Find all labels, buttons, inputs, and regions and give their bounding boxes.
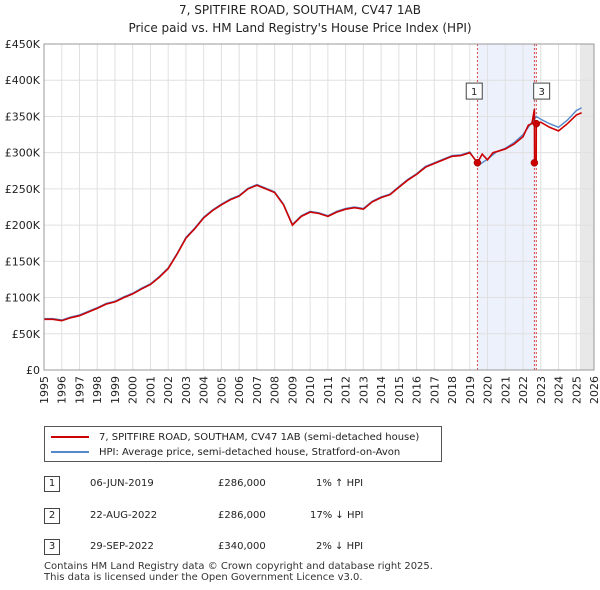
- y-tick-label: £100K: [5, 292, 41, 305]
- annotation-date: 22-AUG-2022: [90, 510, 158, 521]
- y-tick-label: £450K: [5, 38, 41, 51]
- y-tick-label: £200K: [5, 219, 41, 232]
- y-tick-label: £50K: [12, 328, 41, 341]
- legend-swatch-hpi: [51, 451, 89, 453]
- annotation-hpi: 1% ↑ HPI: [316, 478, 364, 489]
- annotation-number: 2: [44, 508, 60, 524]
- x-tick-label: 2020: [482, 376, 495, 404]
- y-tick-label: £350K: [5, 110, 41, 123]
- plot-frame: [43, 43, 595, 371]
- annotation-price: £286,000: [218, 478, 266, 489]
- marker-box: [533, 82, 551, 100]
- x-tick-label: 2004: [198, 376, 211, 404]
- legend-label-property: 7, SPITFIRE ROAD, SOUTHAM, CV47 1AB (sem…: [99, 431, 420, 443]
- x-tick-label: 2006: [233, 376, 246, 404]
- x-tick-label: 2008: [269, 376, 282, 404]
- footer-licence: This data is licensed under the Open Gov…: [44, 572, 363, 583]
- chart-title: 7, SPITFIRE ROAD, SOUTHAM, CV47 1AB: [179, 3, 421, 17]
- legend-item-hpi: HPI: Average price, semi-detached house,…: [51, 445, 400, 459]
- y-tick-label: £400K: [5, 74, 41, 87]
- x-tick-label: 2012: [340, 376, 353, 404]
- marker-box-label: 1: [471, 87, 477, 98]
- x-tick-label: 2007: [251, 376, 264, 404]
- x-tick-label: 2002: [162, 376, 175, 404]
- x-tick-label: 2022: [517, 376, 530, 404]
- x-tick-label: 1996: [56, 376, 69, 404]
- x-tick-label: 1995: [38, 376, 51, 404]
- price-chart: 7, SPITFIRE ROAD, SOUTHAM, CV47 1AB Pric…: [5, 3, 600, 404]
- x-tick-label: 2017: [428, 376, 441, 404]
- chart-subtitle: Price paid vs. HM Land Registry's House …: [128, 21, 471, 35]
- x-tick-label: 2018: [446, 376, 459, 404]
- annotation-date: 06-JUN-2019: [90, 478, 154, 489]
- legend: 7, SPITFIRE ROAD, SOUTHAM, CV47 1AB (sem…: [44, 426, 442, 462]
- x-tick-label: 2000: [127, 376, 140, 404]
- x-tick-label: 2009: [286, 376, 299, 404]
- x-tick-label: 2001: [144, 376, 157, 404]
- x-tick-label: 2024: [553, 376, 566, 404]
- x-tick-label: 2019: [464, 376, 477, 404]
- x-tick-label: 2026: [588, 376, 600, 404]
- x-tick-label: 2025: [570, 376, 583, 404]
- annotation-number: 1: [44, 476, 60, 492]
- x-tick-label: 2015: [393, 376, 406, 404]
- plot-area: £0 £50K £100K £150K £200K £250K £300K £350K £400…: [5, 38, 600, 404]
- property-price-line: [44, 109, 582, 322]
- x-tick-label: 1998: [91, 376, 104, 404]
- annotation-hpi: 17% ↓ HPI: [310, 510, 364, 521]
- x-tick-label: 1999: [109, 376, 122, 404]
- x-tick-label: 2016: [411, 376, 424, 404]
- footer-copyright: Contains HM Land Registry data © Crown c…: [44, 561, 433, 572]
- annotation-price: £340,000: [218, 541, 266, 552]
- x-tick-label: 2003: [180, 376, 193, 404]
- x-tick-label: 2021: [499, 376, 512, 404]
- y-tick-label: £0: [26, 364, 40, 377]
- marker-box-label: 3: [538, 87, 544, 98]
- annotation-date: 29-SEP-2022: [90, 541, 154, 552]
- annotation-number: 3: [44, 539, 60, 555]
- x-tick-label: 2011: [322, 376, 335, 404]
- marker-box: [465, 82, 483, 100]
- forecast-shade: [579, 44, 594, 370]
- y-tick-label: £150K: [5, 255, 41, 268]
- sale-point: [532, 119, 541, 128]
- sale-point: [473, 159, 482, 167]
- x-tick-label: 2010: [304, 376, 317, 404]
- x-tick-label: 1997: [73, 376, 86, 404]
- x-tick-label: 2005: [215, 376, 228, 404]
- y-tick-label: £250K: [5, 183, 41, 196]
- y-tick-label: £300K: [5, 147, 41, 160]
- legend-label-hpi: HPI: Average price, semi-detached house,…: [99, 446, 401, 458]
- footer: Contains HM Land Registry data © Crown c…: [44, 561, 433, 583]
- x-tick-label: 2013: [357, 376, 370, 404]
- x-tick-label: 2023: [535, 376, 548, 404]
- annotation-hpi: 2% ↓ HPI: [316, 541, 364, 552]
- x-tick-label: 2014: [375, 376, 388, 404]
- sale-point: [530, 159, 539, 167]
- sale-period-band: [477, 44, 537, 370]
- legend-item-property: 7, SPITFIRE ROAD, SOUTHAM, CV47 1AB (sem…: [51, 430, 419, 444]
- legend-swatch-property: [51, 436, 89, 438]
- annotation-price: £286,000: [218, 510, 266, 521]
